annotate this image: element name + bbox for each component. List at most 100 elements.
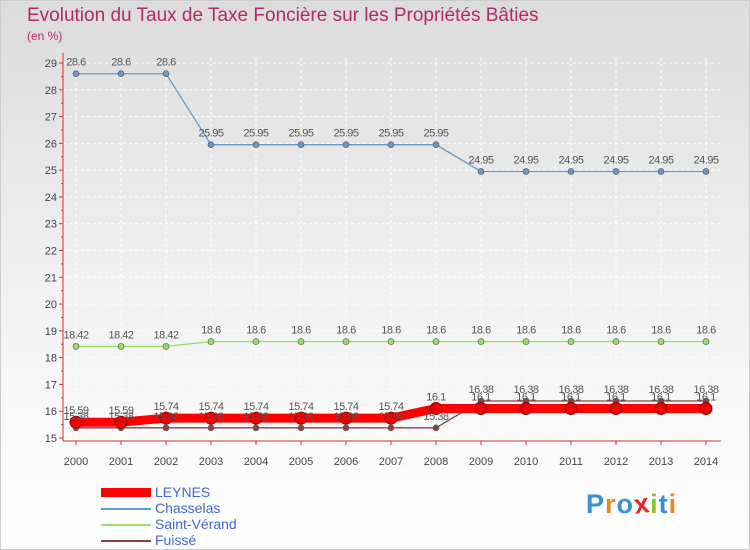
logo-letter: t (658, 489, 669, 519)
data-point (477, 338, 485, 345)
data-point (657, 168, 665, 175)
data-label: 18.6 (336, 325, 356, 337)
x-tick-label: 2008 (424, 456, 448, 468)
data-label: 18.6 (471, 325, 491, 337)
data-point (387, 338, 395, 345)
data-point (252, 338, 260, 345)
data-point (609, 402, 623, 416)
data-point (432, 338, 440, 345)
x-tick-label: 2014 (694, 456, 718, 468)
data-label: 16.1 (516, 392, 536, 404)
y-tick-label: 27 (45, 112, 57, 124)
data-point (702, 338, 710, 345)
x-tick-label: 2011 (559, 456, 583, 468)
y-tick-label: 24 (45, 192, 57, 204)
data-label: 18.6 (201, 325, 221, 337)
data-point (162, 424, 170, 432)
data-label: 15.38 (378, 411, 403, 423)
data-label: 28.6 (156, 57, 176, 69)
x-tick-label: 2002 (154, 456, 178, 468)
data-point (342, 141, 350, 148)
data-label: 16.1 (696, 392, 716, 404)
series-layer (69, 70, 713, 432)
logo-letter: P (586, 489, 606, 519)
data-label: 15.74 (288, 401, 313, 413)
data-point (294, 411, 308, 425)
data-label: 28.6 (66, 57, 86, 69)
y-tick-label: 29 (45, 58, 57, 70)
value-labels: 15.59 15.59 15.74 15.74 15.74 15.74 15.74 15.74… (63, 57, 719, 423)
data-label: 15.38 (63, 411, 88, 423)
data-label: 15.38 (198, 411, 223, 423)
data-label: 15.38 (153, 411, 178, 423)
data-label: 24.95 (468, 154, 493, 166)
data-point (117, 343, 125, 350)
grid (63, 58, 721, 441)
y-tick-label: 21 (45, 272, 57, 284)
data-label: 16.38 (558, 384, 583, 396)
x-tick-label: 2004 (244, 456, 268, 468)
data-point (567, 338, 575, 345)
data-label: 18.42 (108, 329, 133, 341)
data-point (249, 411, 263, 425)
data-point (252, 424, 260, 432)
data-point (564, 402, 578, 416)
data-label: 24.95 (603, 154, 628, 166)
data-point (162, 70, 170, 78)
data-point (69, 415, 83, 429)
data-point (702, 168, 710, 175)
data-label: 24.95 (558, 154, 583, 166)
data-point (342, 338, 350, 345)
legend-label: Saint-Vérand (155, 516, 237, 532)
data-point (519, 402, 533, 416)
data-point (207, 141, 215, 148)
data-label: 15.74 (333, 401, 358, 413)
data-point (477, 168, 485, 175)
data-label: 15.38 (288, 411, 313, 423)
data-point (114, 415, 128, 429)
data-point (207, 424, 215, 432)
data-label: 25.95 (423, 128, 448, 140)
data-point (297, 141, 305, 148)
data-point (384, 411, 398, 425)
unit-label: (en %) (27, 29, 63, 43)
x-tick-label: 2009 (469, 456, 493, 468)
data-label: 15.38 (108, 411, 133, 423)
data-label: 15.59 (63, 405, 88, 417)
x-tick-label: 2003 (199, 456, 223, 468)
data-label: 25.95 (378, 128, 403, 140)
logo-letter: i (668, 489, 678, 519)
data-label: 18.42 (153, 329, 178, 341)
data-point (522, 338, 530, 345)
data-point (207, 338, 215, 345)
data-point (657, 338, 665, 345)
data-point (297, 424, 305, 432)
data-point (72, 343, 80, 350)
data-label: 16.1 (651, 392, 671, 404)
data-label: 24.95 (648, 154, 673, 166)
data-point (432, 424, 440, 432)
legend-swatch (101, 488, 151, 497)
data-label: 15.74 (243, 401, 268, 413)
data-point (699, 402, 713, 416)
data-point (432, 141, 440, 148)
data-label: 16.38 (603, 384, 628, 396)
y-tick-label: 28 (45, 85, 57, 97)
logo-letter: r (605, 489, 617, 519)
chart-title: Evolution du Taux de Taxe Foncière sur l… (27, 5, 539, 26)
y-tick-label: 25 (45, 165, 57, 177)
data-label: 15.74 (378, 401, 403, 413)
y-tick-label: 17 (45, 379, 57, 391)
data-label: 25.95 (198, 128, 223, 140)
data-label: 18.6 (696, 325, 716, 337)
data-point (522, 168, 530, 175)
legend-label: Chasselas (155, 500, 221, 516)
y-tick-label: 22 (45, 246, 57, 258)
data-label: 15.38 (243, 411, 268, 423)
data-label: 16.38 (648, 384, 673, 396)
data-point (387, 424, 395, 432)
series-saint-v-rand (72, 338, 710, 350)
data-point (654, 402, 668, 416)
